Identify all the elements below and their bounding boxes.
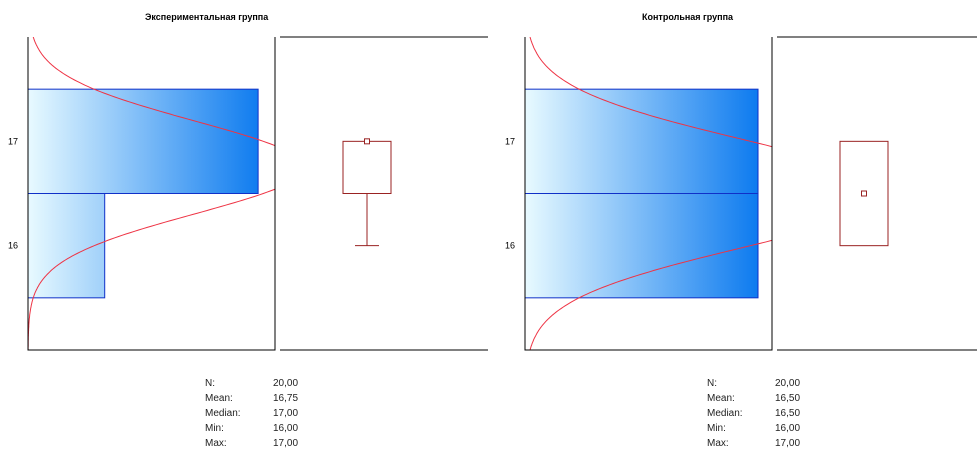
stat-value: 16,00	[775, 423, 801, 434]
control-group-panel: Контрольная группа 17 16 N: 20,00 Mean: 16,…	[497, 0, 977, 466]
stat-label: N:	[205, 378, 215, 389]
boxplot-box	[342, 140, 392, 194]
boxplot-box	[839, 140, 889, 247]
normal-curve	[28, 37, 275, 350]
y-tick-label: 16	[8, 241, 18, 251]
histogram-bar	[524, 193, 759, 299]
stat-value: 20,00	[273, 378, 299, 389]
histogram-frame	[524, 37, 773, 351]
stat-label: Median:	[707, 408, 743, 419]
stat-value: 16,50	[775, 393, 801, 404]
y-tick-label: 17	[505, 136, 515, 146]
stat-label: N:	[707, 378, 717, 389]
stat-label: Min:	[707, 423, 726, 434]
y-tick-label: 16	[505, 241, 515, 251]
histogram-bar	[27, 88, 259, 194]
chart-title: Экспериментальная группа	[145, 12, 269, 22]
y-tick-label: 17	[8, 136, 18, 146]
histogram-frame	[27, 37, 276, 351]
chart-title: Контрольная группа	[642, 12, 734, 22]
histogram-bar	[524, 88, 759, 194]
histogram-bar	[27, 193, 106, 299]
normal-curve	[529, 37, 772, 350]
stat-label: Min:	[205, 423, 224, 434]
stat-label: Median:	[205, 408, 241, 419]
boxplot-median-marker	[861, 190, 867, 197]
stat-value: 16,50	[775, 408, 801, 419]
stat-value: 16,00	[273, 423, 299, 434]
stat-value: 17,00	[775, 438, 801, 449]
stat-value: 20,00	[775, 378, 801, 389]
stat-value: 16,75	[273, 393, 299, 404]
stat-label: Mean:	[707, 393, 735, 404]
stat-label: Max:	[707, 438, 729, 449]
experimental-group-panel: Экспериментальная группа 17 16 N: 20,00 Me…	[0, 0, 488, 466]
stat-label: Mean:	[205, 393, 233, 404]
stat-value: 17,00	[273, 408, 299, 419]
boxplot-median-marker	[364, 138, 370, 145]
stat-value: 17,00	[273, 438, 299, 449]
stat-label: Max:	[205, 438, 227, 449]
